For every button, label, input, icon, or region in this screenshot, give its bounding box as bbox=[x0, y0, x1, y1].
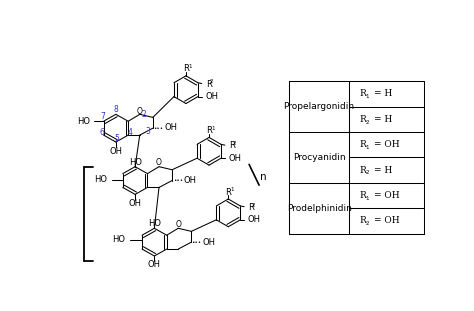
Text: 1: 1 bbox=[230, 187, 234, 192]
Text: R: R bbox=[360, 166, 366, 175]
Text: HO: HO bbox=[94, 175, 107, 184]
Text: OH: OH bbox=[248, 215, 261, 224]
Text: = OH: = OH bbox=[374, 140, 400, 149]
Text: n: n bbox=[260, 173, 267, 183]
Text: R: R bbox=[360, 140, 366, 149]
Text: R: R bbox=[206, 126, 212, 135]
Text: R: R bbox=[360, 216, 366, 225]
Text: OH: OH bbox=[206, 92, 219, 101]
Text: HO: HO bbox=[148, 219, 161, 228]
Text: 1: 1 bbox=[365, 94, 369, 99]
Text: 2: 2 bbox=[232, 141, 236, 146]
Text: HO: HO bbox=[112, 235, 125, 244]
Text: OH: OH bbox=[109, 147, 122, 156]
Text: OH: OH bbox=[203, 238, 216, 247]
Text: R: R bbox=[360, 90, 366, 98]
Text: Procyanidin: Procyanidin bbox=[293, 153, 346, 162]
Text: OH: OH bbox=[183, 176, 197, 185]
Text: •••: ••• bbox=[173, 178, 183, 183]
Text: 2: 2 bbox=[210, 80, 213, 85]
Text: 5: 5 bbox=[114, 134, 119, 143]
Text: OH: OH bbox=[229, 154, 242, 163]
Text: 6: 6 bbox=[100, 128, 104, 137]
Text: = H: = H bbox=[374, 115, 392, 124]
Text: O: O bbox=[175, 220, 181, 229]
Text: 1: 1 bbox=[365, 145, 369, 150]
Text: R: R bbox=[248, 203, 254, 212]
Text: 1: 1 bbox=[211, 126, 215, 131]
Text: Propelargonidin: Propelargonidin bbox=[283, 102, 355, 111]
Text: 1: 1 bbox=[188, 64, 191, 69]
Text: HO: HO bbox=[128, 158, 142, 167]
Text: 8: 8 bbox=[113, 105, 118, 114]
Text: = OH: = OH bbox=[374, 191, 400, 200]
Text: 7: 7 bbox=[100, 112, 105, 121]
Text: R: R bbox=[225, 188, 231, 197]
Text: 1: 1 bbox=[365, 196, 369, 201]
Text: •••: ••• bbox=[153, 126, 163, 131]
Text: OH: OH bbox=[164, 123, 177, 132]
Text: R: R bbox=[183, 64, 189, 73]
Text: •••: ••• bbox=[191, 240, 201, 245]
Text: 2: 2 bbox=[365, 221, 369, 226]
Text: OH: OH bbox=[148, 260, 161, 269]
Text: 2: 2 bbox=[252, 203, 255, 208]
Text: 3: 3 bbox=[145, 127, 150, 136]
Text: 2: 2 bbox=[365, 119, 369, 124]
Text: R: R bbox=[360, 191, 366, 200]
Text: O: O bbox=[156, 158, 162, 167]
Text: R: R bbox=[229, 142, 235, 151]
Text: O: O bbox=[137, 107, 143, 116]
Text: = H: = H bbox=[374, 166, 392, 175]
Text: 4: 4 bbox=[128, 128, 132, 137]
Text: HO: HO bbox=[77, 117, 90, 126]
Text: = OH: = OH bbox=[374, 216, 400, 225]
Text: OH: OH bbox=[128, 199, 142, 208]
Text: R: R bbox=[360, 115, 366, 124]
Text: R: R bbox=[206, 80, 211, 89]
Text: = H: = H bbox=[374, 90, 392, 98]
Text: 2: 2 bbox=[141, 110, 146, 119]
Text: Prodelphinidin: Prodelphinidin bbox=[287, 204, 352, 213]
Text: 2: 2 bbox=[365, 170, 369, 175]
